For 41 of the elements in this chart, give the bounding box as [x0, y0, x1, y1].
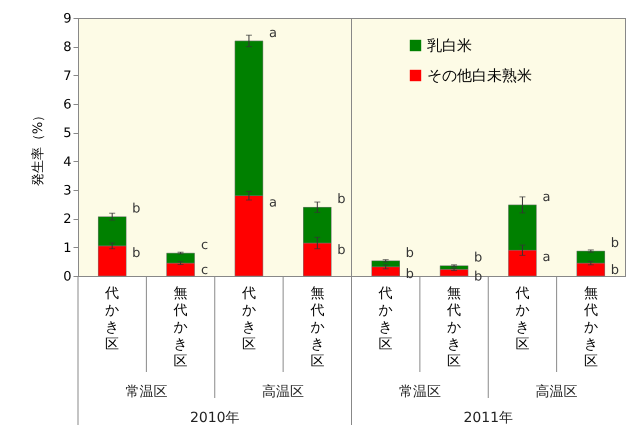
- legend-label: 乳白米: [427, 36, 472, 54]
- data-label: b: [474, 250, 482, 266]
- x-tick-label: 無代かき区: [172, 286, 188, 370]
- x-tick-label: 無代かき区: [582, 286, 598, 370]
- y-tick-label: 2: [63, 212, 72, 228]
- text: 常温区: [125, 384, 168, 400]
- text: 高温区: [262, 384, 304, 400]
- data-label: b: [406, 246, 414, 261]
- y-tick-label: 8: [63, 40, 72, 56]
- y-axis-title: 発生率（%）: [30, 108, 46, 186]
- y-tick-label: 6: [63, 98, 72, 112]
- x-tick-label: 無代かき区: [309, 286, 324, 370]
- data-label: b: [337, 192, 346, 208]
- y-tick-label: 1: [63, 240, 72, 256]
- data-label: b: [610, 263, 619, 278]
- x-tick-label: 代かき区: [240, 286, 256, 352]
- y-tick-label: 3: [63, 184, 72, 198]
- y-tick-label: 7: [63, 68, 72, 84]
- x-tick-label: 無代かき区: [446, 286, 462, 370]
- text: 高温区: [536, 384, 578, 400]
- x-tick-label: 代かき区: [104, 286, 120, 352]
- data-label: a: [268, 196, 277, 211]
- y-tick-label: 0: [63, 270, 72, 284]
- x-tick-label: 代かき区: [378, 286, 393, 352]
- data-label: a: [268, 26, 277, 41]
- data-label: a: [542, 250, 550, 266]
- y-tick-label: 5: [63, 126, 72, 142]
- y-tick-label: 9: [63, 12, 72, 26]
- data-label: c: [200, 263, 208, 278]
- text: 2011年: [463, 410, 514, 425]
- data-label: b: [132, 246, 140, 261]
- legend-label: その他白未熟米: [427, 66, 532, 84]
- text: 常温区: [398, 384, 441, 400]
- data-label: a: [542, 190, 550, 205]
- y-tick-label: 4: [63, 154, 72, 170]
- text: 2010年: [190, 410, 240, 425]
- data-label: b: [337, 243, 346, 258]
- data-label: b: [132, 202, 140, 217]
- data-label: c: [200, 238, 208, 254]
- data-label: b: [610, 236, 619, 252]
- x-tick-label: 代かき区: [514, 286, 530, 352]
